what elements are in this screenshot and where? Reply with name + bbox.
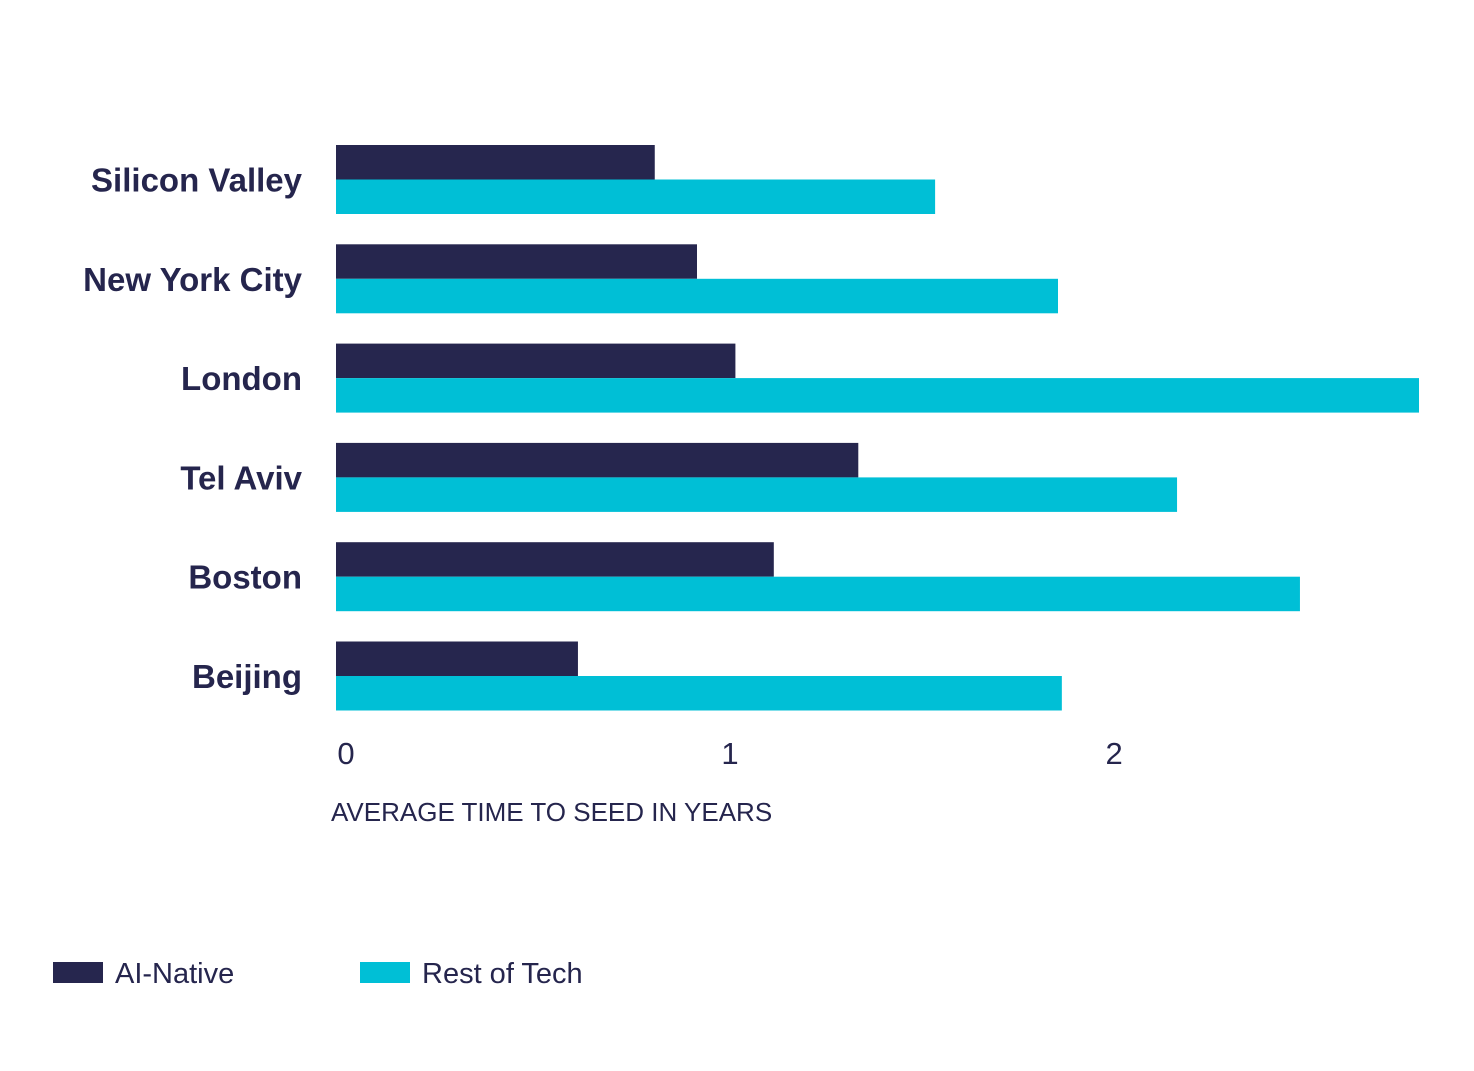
x-axis-ticks: 0 1 2 [337,736,1122,771]
bar-new-york-city-ai-native [336,244,697,279]
legend-label-rest-of-tech: Rest of Tech [422,958,583,990]
bar-tel-aviv-ai-native [336,442,859,478]
x-axis-title: AVERAGE TIME TO SEED IN YEARS [331,797,772,827]
bar-new-york-city-rest-of-tech [336,278,1058,314]
legend-label-ai-native: AI-Native [115,958,234,990]
bar-london-rest-of-tech [336,378,1419,413]
bar-boston-ai-native [336,542,774,577]
legend-swatch-rest-of-tech [360,962,410,983]
legend-swatch-ai-native [53,962,103,983]
category-label-tel-aviv: Tel Aviv [180,459,302,496]
legend: AI-Native Rest of Tech [53,958,583,990]
bar-london-ai-native [336,343,736,379]
category-label-boston: Boston [188,559,302,596]
x-tick-label-2: 2 [1105,736,1122,771]
bar-tel-aviv-rest-of-tech [336,477,1178,512]
x-tick-label-1: 1 [721,736,738,771]
bar-silicon-valley-ai-native [336,145,655,180]
bar-beijing-ai-native [336,641,578,676]
category-label-beijing: Beijing [192,658,302,695]
bar-beijing-rest-of-tech [336,676,1062,711]
bar-silicon-valley-rest-of-tech [336,179,936,214]
category-label-silicon-valley: Silicon Valley [91,162,303,199]
x-tick-label-0: 0 [337,736,354,771]
bar-boston-rest-of-tech [336,576,1300,612]
bars-group [336,145,1419,711]
category-label-london: London [181,360,302,397]
category-labels: Silicon Valley New York City London Tel Avi… [83,162,303,696]
category-label-new-york-city: New York City [83,261,302,298]
